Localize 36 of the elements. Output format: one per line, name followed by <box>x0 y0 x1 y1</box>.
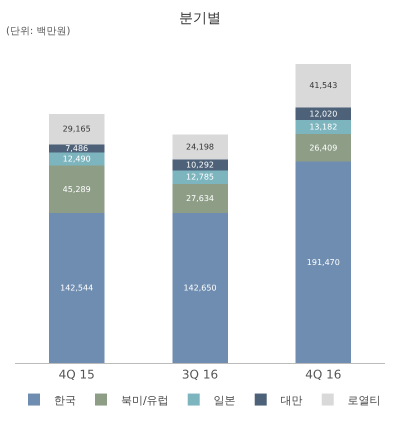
bar <box>296 64 352 108</box>
text: (단위: 백만원) <box>6 26 70 37</box>
data-label: 12,020 <box>309 109 338 118</box>
bar <box>296 134 352 162</box>
bar <box>172 184 228 214</box>
legend-label: 북미/유럽 <box>121 394 169 407</box>
data-label: 13,182 <box>309 122 338 132</box>
data-label: 41,543 <box>309 81 338 90</box>
data-label: 142,650 <box>183 284 217 293</box>
bar <box>48 166 104 214</box>
legend-label: 대만 <box>280 394 303 407</box>
x-tick-label: 3Q 16 <box>182 367 218 382</box>
data-label: 26,409 <box>309 143 338 152</box>
data-label: 191,470 <box>306 258 340 267</box>
data-label: 45,289 <box>62 184 91 194</box>
bar <box>296 120 352 134</box>
bar <box>172 170 228 184</box>
bar <box>172 134 228 160</box>
data-label: 29,165 <box>62 124 91 134</box>
data-label: 7,486 <box>65 144 88 153</box>
bar <box>48 213 104 363</box>
data-label: 12,490 <box>62 154 91 164</box>
data-label: 12,785 <box>186 172 214 182</box>
data-label: 10,292 <box>186 160 214 170</box>
x-tick-label: 4Q 15 <box>58 367 95 382</box>
legend-label: 일본 <box>214 394 236 407</box>
data-label: 24,198 <box>186 142 214 152</box>
data-label: 27,634 <box>186 194 214 203</box>
bar <box>296 162 352 363</box>
x-tick-label: 4Q 16 <box>305 367 342 382</box>
chart-title: 분기별 <box>179 10 221 27</box>
data-label: 142,544 <box>60 284 94 293</box>
legend-label: 한국 <box>54 394 76 407</box>
bar <box>48 114 104 145</box>
bar <box>172 213 228 363</box>
legend-label: 로열티 <box>348 394 381 407</box>
